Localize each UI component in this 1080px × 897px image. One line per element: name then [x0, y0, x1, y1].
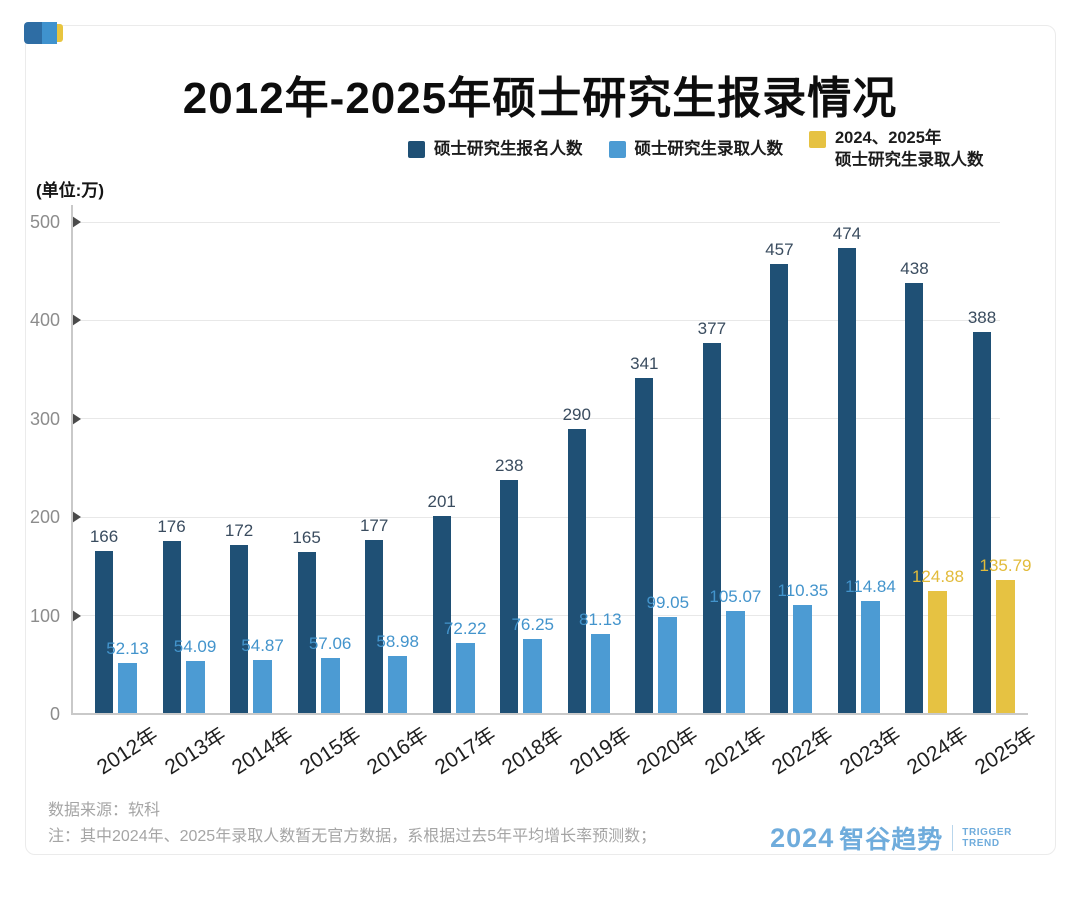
legend-swatch-icon — [608, 141, 626, 159]
legend-item-2: 2024、2025年 硕士研究生录取人数 — [809, 128, 984, 172]
infographic-card — [25, 25, 1056, 855]
y-axis-unit-label: (单位:万) — [36, 181, 104, 200]
legend-swatch-icon — [809, 131, 826, 148]
brand-accent-gold-block — [57, 24, 63, 42]
brand-accent-blue-block — [42, 22, 57, 44]
legend-label: 2024、2025年 硕士研究生录取人数 — [835, 129, 984, 169]
legend-item-0: 硕士研究生报名人数 — [408, 139, 583, 161]
legend-item-1: 硕士研究生录取人数 — [608, 139, 784, 161]
chart-legend: 硕士研究生报名人数 硕士研究生录取人数 2024、2025年 硕士研究生录取人数 — [408, 128, 984, 172]
legend-label: 硕士研究生报名人数 — [434, 139, 583, 158]
legend-label: 硕士研究生录取人数 — [634, 139, 784, 158]
brand-logo-tagline: TRIGGER TREND — [962, 826, 1012, 850]
brand-accent-navy-block — [24, 22, 42, 44]
brand-logo-name: 智谷趋势 — [839, 826, 944, 854]
brand-logo-year: 2024 — [770, 822, 835, 853]
footnote-text: 注：其中2024年、2025年录取人数暂无官方数据，系根据过去5年平均增长率预测… — [48, 828, 657, 845]
page-title: 2012年-2025年硕士研究生报录情况 — [182, 74, 898, 123]
brand-logo-divider — [952, 825, 954, 851]
data-source-text: 数据来源：软科 — [48, 802, 161, 819]
legend-swatch-icon — [408, 141, 425, 159]
brand-logo: 2024 智谷趋势 TRIGGER TREND — [770, 820, 1012, 856]
